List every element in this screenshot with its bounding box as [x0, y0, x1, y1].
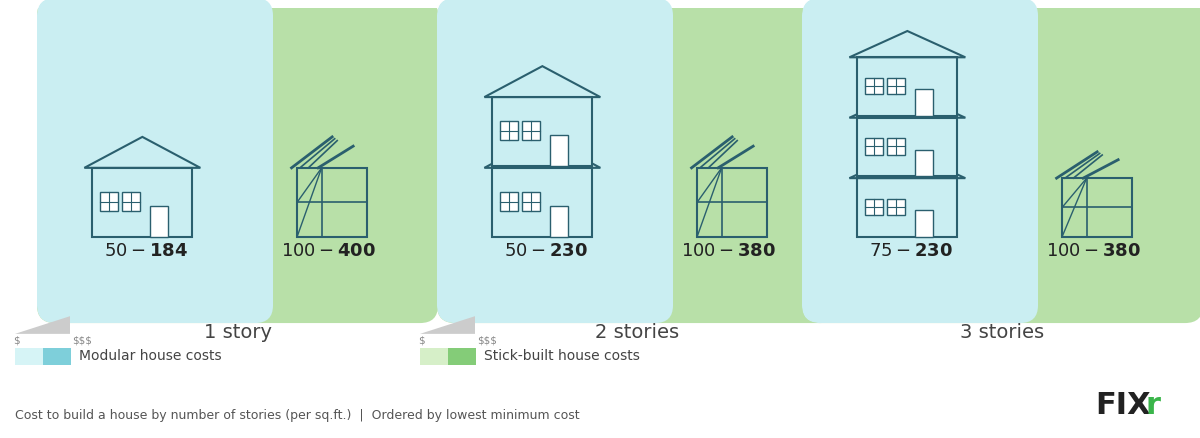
Bar: [887, 138, 905, 155]
Bar: [122, 192, 140, 211]
Bar: [101, 192, 119, 211]
Bar: [500, 121, 518, 141]
Bar: [865, 138, 883, 155]
Text: $50 - $230: $50 - $230: [504, 242, 588, 260]
Bar: [55, 0, 238, 323]
Text: FIX: FIX: [1096, 391, 1151, 420]
Bar: [857, 118, 958, 176]
Text: $: $: [418, 336, 425, 346]
Polygon shape: [14, 316, 70, 334]
Text: Cost to build a house by number of stories (per sq.ft.)  |  Ordered by lowest mi: Cost to build a house by number of stori…: [14, 409, 580, 422]
Bar: [820, 0, 1002, 323]
Text: $100 - $380: $100 - $380: [1046, 242, 1141, 260]
Bar: [887, 198, 905, 215]
Bar: [1062, 178, 1132, 237]
Bar: [522, 121, 540, 141]
Bar: [916, 89, 934, 116]
Bar: [887, 78, 905, 94]
Bar: [865, 198, 883, 215]
Bar: [916, 210, 934, 237]
Text: $50 - $184: $50 - $184: [104, 242, 188, 260]
Text: $$$: $$$: [478, 336, 497, 346]
Bar: [857, 57, 958, 116]
Bar: [551, 206, 569, 237]
Bar: [14, 348, 43, 365]
Text: 2 stories: 2 stories: [595, 323, 679, 343]
Bar: [492, 97, 593, 166]
Polygon shape: [420, 316, 475, 334]
FancyBboxPatch shape: [37, 0, 438, 323]
Bar: [916, 150, 934, 176]
Bar: [92, 168, 192, 237]
Bar: [43, 348, 71, 365]
Bar: [150, 206, 168, 237]
FancyBboxPatch shape: [802, 0, 1200, 323]
Text: $75 - $230: $75 - $230: [869, 242, 953, 260]
Text: $100 - $400: $100 - $400: [281, 242, 376, 260]
FancyBboxPatch shape: [437, 0, 673, 323]
Bar: [697, 168, 767, 237]
Bar: [298, 168, 367, 237]
Bar: [455, 0, 637, 323]
Bar: [857, 178, 958, 237]
Text: $100 - $380: $100 - $380: [680, 242, 776, 260]
FancyBboxPatch shape: [37, 0, 274, 323]
Text: Stick-built house costs: Stick-built house costs: [484, 350, 640, 364]
Text: $: $: [13, 336, 19, 346]
Bar: [522, 192, 540, 211]
Text: Modular house costs: Modular house costs: [79, 350, 222, 364]
Bar: [448, 348, 476, 365]
Bar: [551, 135, 569, 166]
Bar: [492, 168, 593, 237]
Bar: [420, 348, 448, 365]
Text: 3 stories: 3 stories: [960, 323, 1044, 343]
Text: r: r: [1145, 391, 1160, 420]
FancyBboxPatch shape: [437, 0, 838, 323]
Bar: [500, 192, 518, 211]
FancyBboxPatch shape: [802, 0, 1038, 323]
Bar: [865, 78, 883, 94]
Text: 1 story: 1 story: [204, 323, 271, 343]
Text: $$$: $$$: [72, 336, 92, 346]
